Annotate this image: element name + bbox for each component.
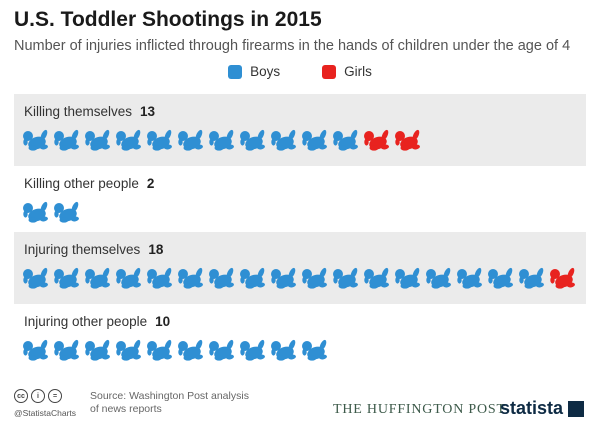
baby-boy-icon [395, 267, 420, 289]
row-label: Injuring other people 10 [24, 314, 170, 329]
chart-row: Killing other people 2 [14, 166, 586, 232]
no-derivatives-icon: = [48, 389, 62, 403]
row-label-text: Killing themselves [24, 104, 133, 119]
baby-boy-icon [240, 267, 265, 289]
legend-label-boys: Boys [250, 64, 281, 79]
baby-boy-icon [85, 129, 110, 151]
baby-boy-icon [240, 129, 265, 151]
baby-boy-icon [519, 267, 544, 289]
legend-swatch-boys [228, 64, 243, 79]
baby-boy-icon [333, 129, 358, 151]
row-total-value: 18 [148, 242, 164, 257]
baby-boy-icon [178, 129, 203, 151]
source-line-1: Source: Washington Post analysis [90, 390, 249, 402]
statista-mark-icon [568, 400, 585, 417]
baby-girl-icon [364, 129, 389, 151]
baby-boy-icon [54, 201, 79, 223]
row-icons [22, 128, 582, 154]
legend: Boys Girls [0, 64, 600, 79]
row-label-text: Killing other people [24, 176, 139, 191]
chart-row: Killing themselves 13 [14, 94, 586, 166]
legend-label-girls: Girls [344, 64, 372, 79]
baby-boy-icon [23, 267, 48, 289]
baby-boy-icon [85, 267, 110, 289]
chart-row: Injuring other people 10 [14, 304, 586, 370]
row-total-value: 13 [140, 104, 156, 119]
baby-boy-icon [271, 129, 296, 151]
baby-boy-icon [240, 339, 265, 361]
baby-boy-icon [116, 267, 141, 289]
baby-boy-icon [271, 339, 296, 361]
baby-boy-icon [209, 129, 234, 151]
source-line-2: of news reports [90, 403, 162, 415]
baby-boy-icon [302, 129, 327, 151]
baby-girl-icon [395, 129, 420, 151]
statista-handle: @StatistaCharts [14, 408, 77, 418]
legend-item-girls: Girls [322, 64, 372, 79]
baby-boy-icon [271, 267, 296, 289]
baby-girl-icon [550, 267, 575, 289]
baby-boy-icon [333, 267, 358, 289]
baby-boy-icon [302, 339, 327, 361]
chart-subtitle: Number of injuries inflicted through fir… [14, 38, 571, 54]
row-total-value: 10 [155, 314, 171, 329]
baby-boy-icon [54, 267, 79, 289]
row-icons [22, 338, 582, 364]
baby-boy-icon [116, 129, 141, 151]
chart-row: Injuring themselves 18 [14, 232, 586, 304]
license-icons: cc i = [14, 389, 62, 403]
source-note: Source: Washington Post analysis of news… [90, 390, 270, 416]
huffington-post-logo: THE HUFFINGTON POST [333, 402, 506, 417]
row-label-text: Injuring themselves [24, 242, 141, 257]
baby-boy-icon [147, 129, 172, 151]
baby-boy-icon [178, 339, 203, 361]
baby-boy-icon [426, 267, 451, 289]
legend-item-boys: Boys [228, 64, 280, 79]
baby-boy-icon [147, 267, 172, 289]
footer: cc i = @StatistaCharts Source: Washingto… [0, 386, 600, 428]
chart-title: U.S. Toddler Shootings in 2015 [14, 8, 322, 31]
baby-boy-icon [54, 339, 79, 361]
statista-logo: statista [500, 398, 585, 419]
row-icons [22, 266, 582, 292]
baby-boy-icon [209, 339, 234, 361]
baby-boy-icon [54, 129, 79, 151]
row-total-value: 2 [146, 176, 155, 191]
baby-boy-icon [23, 201, 48, 223]
baby-boy-icon [209, 267, 234, 289]
cc-icon: cc [14, 389, 28, 403]
baby-boy-icon [116, 339, 141, 361]
row-label: Injuring themselves 18 [24, 242, 163, 257]
legend-swatch-girls [322, 64, 337, 79]
attribution-icon: i [31, 389, 45, 403]
statista-wordmark: statista [500, 398, 564, 418]
row-label: Killing themselves 13 [24, 104, 155, 119]
baby-boy-icon [23, 339, 48, 361]
baby-boy-icon [457, 267, 482, 289]
baby-boy-icon [85, 339, 110, 361]
row-label-text: Injuring other people [24, 314, 148, 329]
baby-boy-icon [23, 129, 48, 151]
row-icons [22, 200, 582, 226]
baby-boy-icon [488, 267, 513, 289]
baby-boy-icon [364, 267, 389, 289]
baby-boy-icon [178, 267, 203, 289]
row-label: Killing other people 2 [24, 176, 154, 191]
baby-boy-icon [147, 339, 172, 361]
baby-boy-icon [302, 267, 327, 289]
